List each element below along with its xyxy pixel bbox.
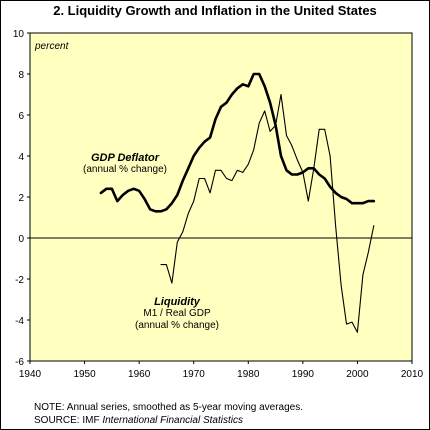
y-tick-label: 10: [13, 29, 25, 40]
x-tick-label: 1990: [292, 369, 315, 380]
liquidity-series-name: Liquidity: [154, 296, 200, 308]
note-line: NOTE: Annual series, smoothed as 5-year …: [34, 402, 304, 413]
y-tick-label: 8: [18, 70, 24, 81]
x-tick-label: 2010: [401, 369, 424, 380]
x-tick-label: 2000: [346, 369, 369, 380]
source-line: SOURCE: IMF International Financial Stat…: [34, 415, 243, 426]
source-prefix: SOURCE: IMF: [34, 415, 103, 426]
x-tick-label: 1940: [19, 369, 42, 380]
gdp-deflator-series-name: GDP Deflator: [90, 152, 160, 164]
gdp-deflator-series-sub: (annual % change): [83, 164, 167, 175]
x-tick-label: 1980: [237, 369, 260, 380]
x-tick-label: 1970: [183, 369, 206, 380]
liquidity-label: Liquidity M1 / Real GDP (annual % change…: [122, 296, 232, 332]
chart-title: 2. Liquidity Growth and Inflation in the…: [53, 3, 377, 18]
y-tick-label: -2: [15, 275, 24, 286]
x-tick-label: 1960: [128, 369, 151, 380]
liquidity-series-sub: M1 / Real GDP: [143, 308, 211, 319]
y-tick-label: 0: [18, 234, 24, 245]
plot-area: [29, 32, 413, 362]
y-tick-label: 2: [18, 193, 24, 204]
gdp-deflator-line: [99, 72, 376, 213]
y-tick-label: -4: [15, 316, 24, 327]
source-title: International Financial Statistics: [102, 415, 243, 426]
x-tick-label: 1950: [73, 369, 96, 380]
liquidity-series-sub2: (annual % change): [135, 320, 219, 331]
y-tick-label: -6: [15, 357, 24, 368]
y-axis-unit-label: percent: [35, 41, 69, 52]
gdp-deflator-label: GDP Deflator (annual % change): [60, 152, 190, 176]
y-tick-label: 6: [18, 111, 24, 122]
liquidity-line: [160, 93, 375, 333]
y-tick-label: 4: [18, 152, 24, 163]
